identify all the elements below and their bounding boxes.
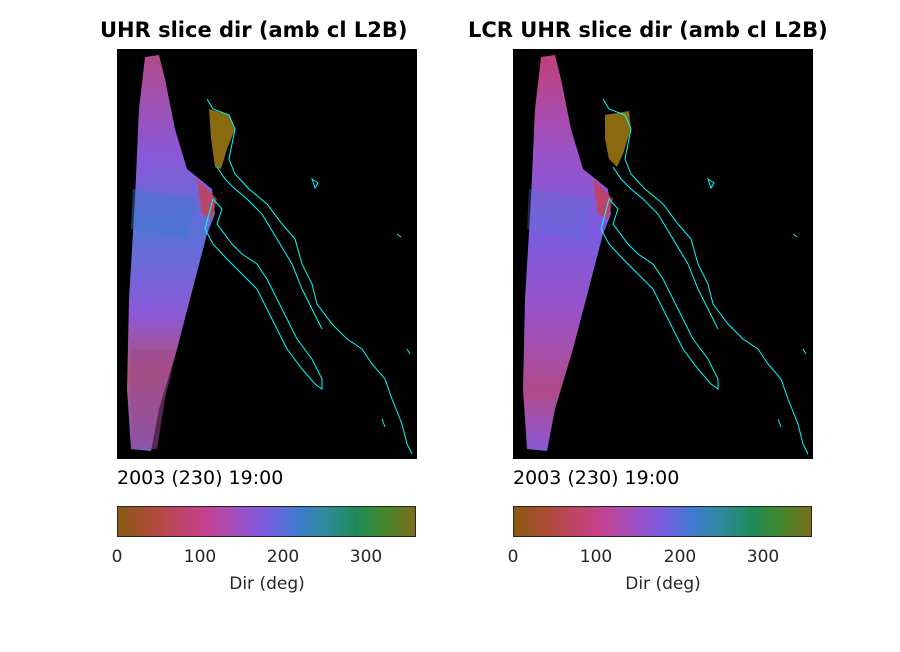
timestamp: 2003 (230) 19:00 (117, 467, 284, 489)
olive-patch (605, 111, 631, 167)
panel-title: UHR slice dir (amb cl L2B) (100, 18, 408, 42)
direction-map (117, 49, 417, 459)
coastline-islands (707, 177, 807, 428)
colorbar-tick: 0 (507, 547, 519, 567)
colorbar-tick: 100 (579, 547, 613, 567)
olive-patch (209, 109, 235, 169)
colorbar-label: Dir (deg) (229, 574, 305, 594)
coastline-peninsula (600, 197, 719, 390)
timestamp: 2003 (230) 19:00 (513, 467, 680, 489)
colorbar (117, 506, 416, 537)
swath-red-edge (197, 179, 217, 219)
coastline-mainland (602, 98, 809, 455)
coastline-peninsula (204, 197, 323, 390)
colorbar-tick: 200 (663, 547, 697, 567)
coastline-islands (311, 177, 411, 428)
swath-teal-band (131, 189, 197, 239)
colorbar-tick: 200 (266, 547, 300, 567)
colorbar-tick: 0 (111, 547, 123, 567)
coastline-gulf (216, 166, 323, 330)
direction-map (513, 49, 813, 459)
swath-region (523, 55, 611, 451)
colorbar-tick: 300 (349, 547, 383, 567)
map-image (523, 55, 809, 455)
panel-title: LCR UHR slice dir (amb cl L2B) (468, 18, 828, 42)
colorbar (513, 506, 812, 537)
coastline-mainland (206, 98, 413, 455)
map-image (127, 55, 413, 455)
colorbar-label: Dir (deg) (625, 574, 701, 594)
coastline-gulf (612, 166, 719, 330)
swath-red-edge (593, 179, 613, 219)
swath-noise (131, 349, 177, 449)
colorbar-tick: 100 (183, 547, 217, 567)
colorbar-tick: 300 (746, 547, 780, 567)
swath-teal-band (527, 189, 593, 239)
